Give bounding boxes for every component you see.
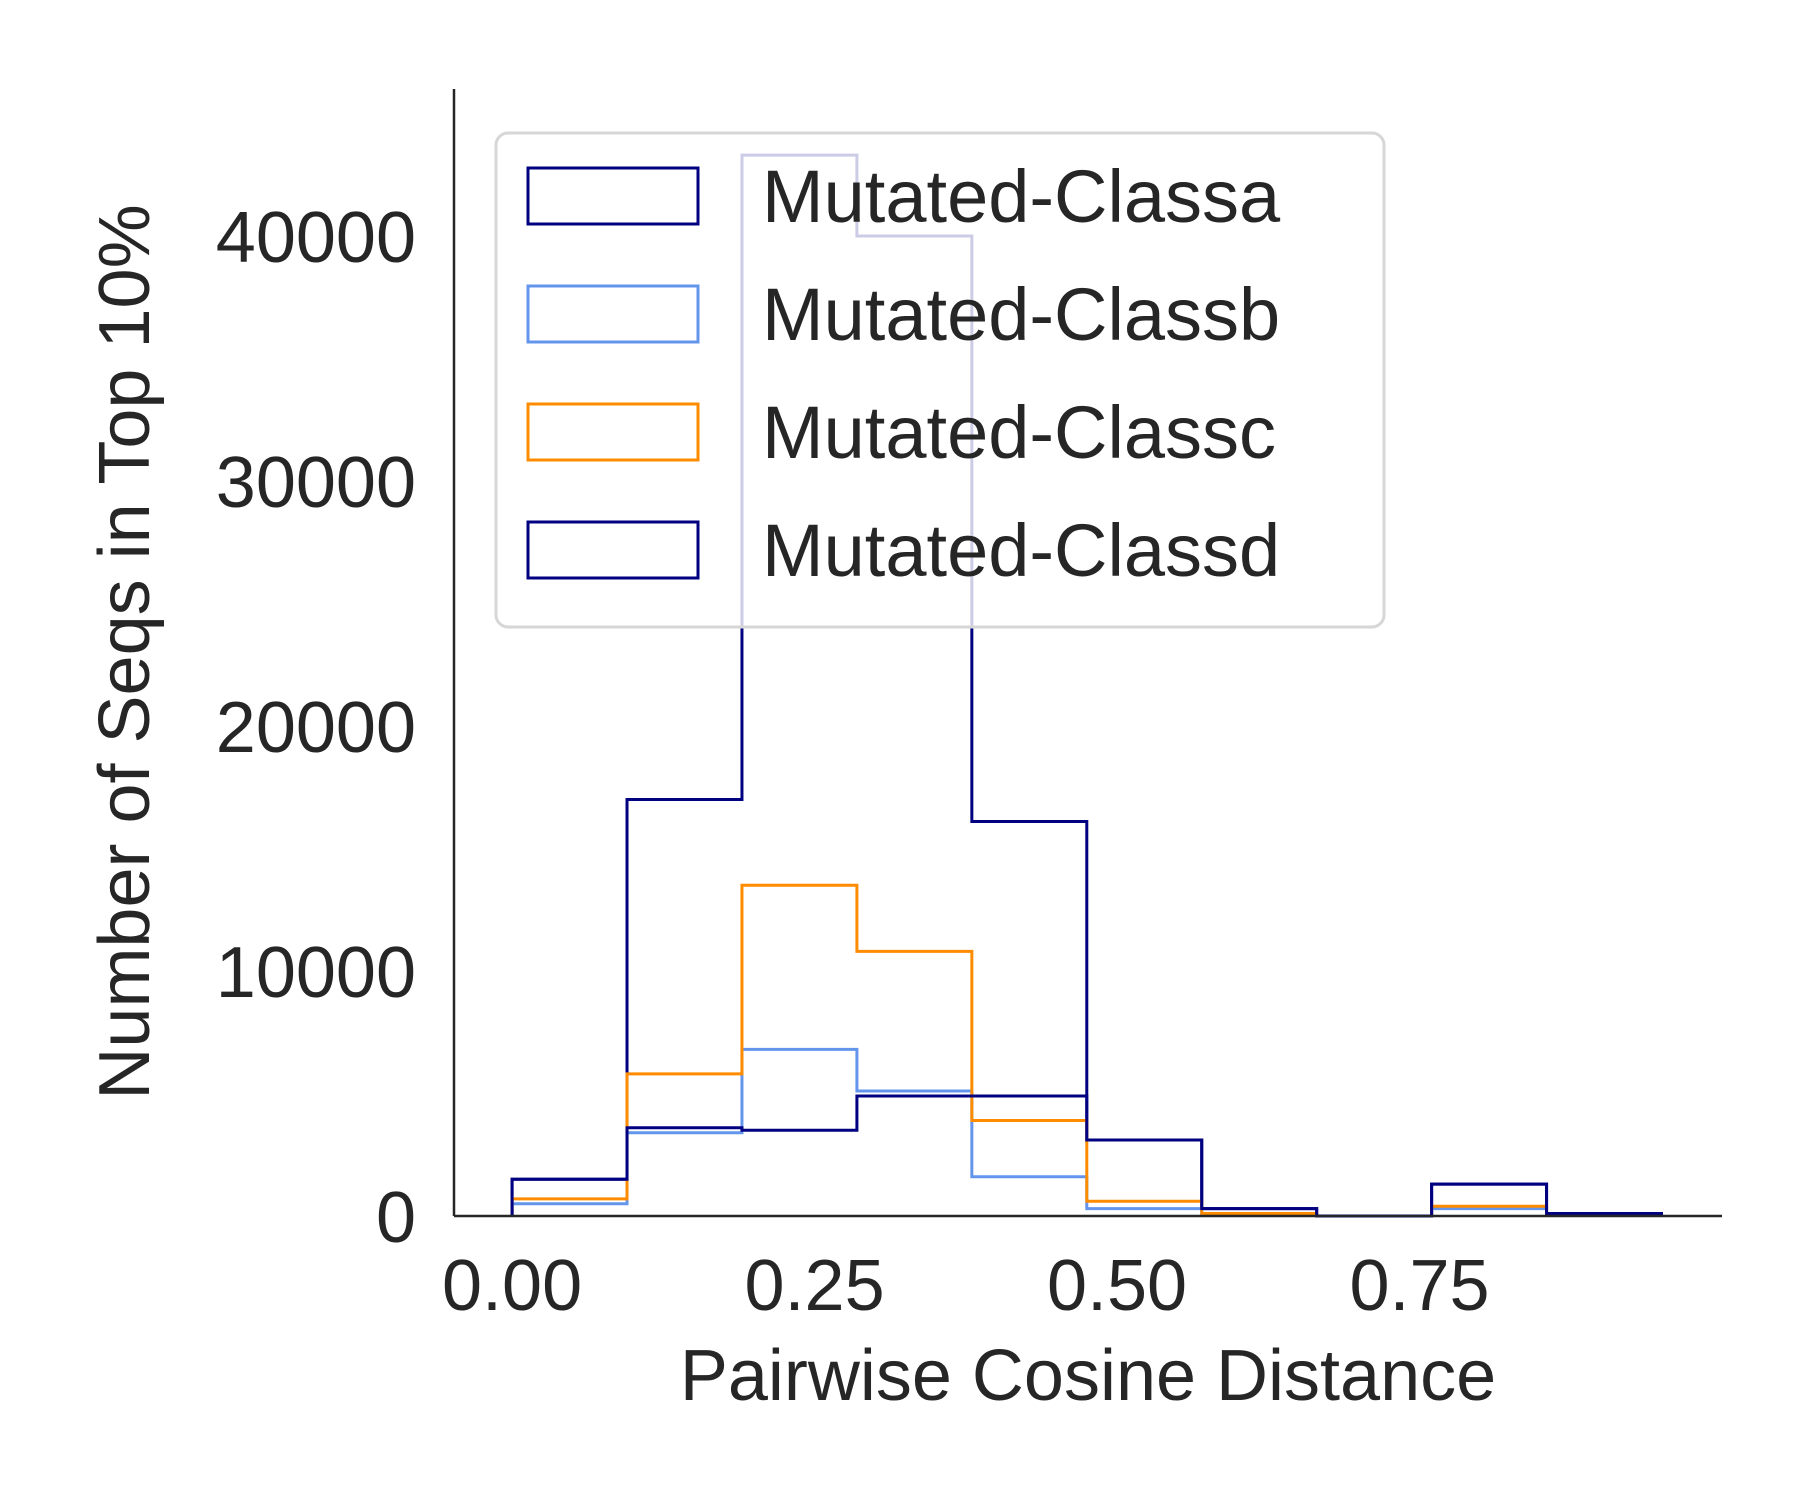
histogram-series-layer	[510, 153, 1663, 1218]
histogram-bin	[1087, 1140, 1202, 1216]
legend-entry: Mutated-Classd	[526, 509, 1280, 592]
legend-label: Mutated-Classc	[762, 391, 1276, 474]
histogram-bin	[972, 1096, 1087, 1216]
histogram-bin	[972, 1120, 1087, 1216]
x-tick-label: 0.00	[442, 1246, 582, 1326]
histogram-bin	[742, 1049, 857, 1216]
histogram-bin	[512, 1204, 627, 1216]
histogram-bin	[742, 1130, 857, 1216]
legend-entry: Mutated-Classc	[526, 391, 1276, 474]
x-tick-label: 0.25	[744, 1246, 884, 1326]
legend-swatch	[526, 284, 700, 344]
legend-entry: Mutated-Classb	[526, 273, 1280, 356]
histogram-bin	[857, 1096, 972, 1216]
y-tick-label: 40000	[216, 198, 416, 278]
histogram-bin	[857, 1091, 972, 1216]
axes	[452, 89, 1722, 1218]
histogram-bin	[972, 822, 1087, 1216]
x-tick-label: 0.75	[1349, 1246, 1489, 1326]
legend-label: Mutated-Classa	[762, 155, 1281, 238]
legend-swatch	[526, 402, 700, 462]
y-axis-title: Number of Seqs in Top 10%	[85, 204, 165, 1099]
histogram-bin	[1087, 1140, 1202, 1216]
legend: Mutated-Classa Mutated-Classb Mutated-Clas…	[494, 131, 1386, 629]
series-outline	[510, 1094, 1663, 1218]
series-mutated-classc	[510, 883, 1663, 1218]
legend-label: Mutated-Classd	[762, 509, 1280, 592]
y-tick-label: 30000	[216, 443, 416, 523]
histogram-bin	[627, 1133, 742, 1216]
legend-frame	[494, 131, 1386, 629]
histogram-bin	[972, 1177, 1087, 1216]
histogram-bin	[627, 1074, 742, 1216]
legend-swatch	[526, 520, 700, 580]
x-tick-label: 0.50	[1047, 1246, 1187, 1326]
histogram-bin	[512, 1199, 627, 1216]
x-axis-title: Pairwise Cosine Distance	[680, 1336, 1496, 1416]
legend-swatch	[526, 166, 700, 226]
legend-label: Mutated-Classb	[762, 273, 1280, 356]
histogram-bin	[1432, 1184, 1547, 1216]
histogram-bin	[627, 1128, 742, 1216]
histogram-bin	[627, 800, 742, 1217]
histogram-bin	[1432, 1184, 1547, 1216]
y-tick-label: 10000	[216, 933, 416, 1013]
series-mutated-classd	[510, 1094, 1663, 1218]
y-tick-label: 20000	[216, 688, 416, 768]
legend-entry: Mutated-Classa	[526, 155, 1281, 238]
series-outline	[510, 883, 1663, 1218]
tick-labels: 0.00 0.25 0.50 0.75 0 10000 20000 30000 40000	[216, 198, 1490, 1326]
y-tick-label: 0	[376, 1178, 416, 1258]
histogram-bin	[857, 951, 972, 1216]
